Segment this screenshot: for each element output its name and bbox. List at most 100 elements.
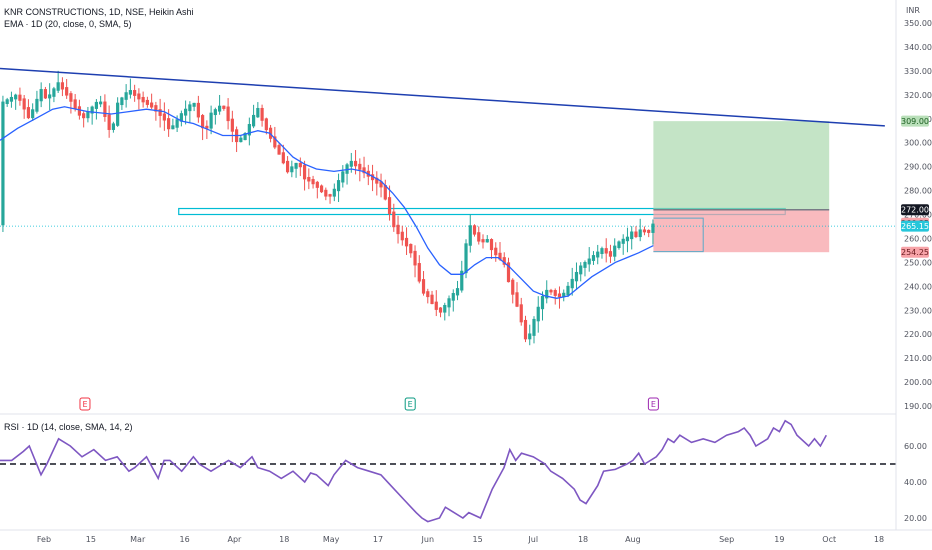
candle-body [647, 229, 651, 233]
candle-body [230, 118, 234, 132]
currency-label: INR [906, 6, 920, 15]
candle-body [256, 107, 260, 118]
time-tick-label: 16 [179, 535, 189, 544]
candle-body [591, 255, 596, 261]
candle-body [273, 136, 277, 148]
candle-body [455, 288, 460, 296]
candle-body [532, 318, 536, 336]
candle-body [218, 105, 222, 112]
candle-body [205, 125, 209, 129]
candle-body [196, 102, 200, 118]
candle-body [52, 88, 56, 97]
stop-zone[interactable] [653, 209, 830, 253]
candle-body [651, 223, 655, 233]
price-badge-label: 254.25 [901, 248, 929, 257]
earnings-marker-label: E [651, 400, 656, 409]
candle-body [48, 94, 52, 99]
candle-body [447, 298, 451, 308]
candle-body [379, 181, 383, 188]
time-tick-label: Jul [527, 535, 538, 544]
candle-body [307, 176, 311, 182]
candle-body [549, 289, 553, 293]
rsi-tick-label: 20.00 [904, 514, 927, 523]
candle-body [60, 82, 65, 90]
candle-body [82, 113, 86, 119]
price-badge [901, 115, 929, 127]
candle-body [562, 292, 566, 298]
candle-body [421, 279, 426, 294]
candle-body [73, 99, 77, 109]
candle-body [506, 262, 511, 283]
candle-body [608, 251, 613, 257]
target-zone[interactable] [653, 121, 830, 210]
price-tick-label: 300.00 [904, 139, 932, 148]
candle-body [251, 114, 256, 127]
candle-body [77, 106, 82, 116]
candle-body [18, 94, 22, 101]
candle-body [209, 112, 213, 129]
price-tick-label: 220.00 [904, 330, 932, 339]
candle-body [630, 231, 634, 240]
candle-body [94, 101, 98, 109]
candle-body [294, 162, 298, 169]
ema-legend: EMA · 1D (20, close, 0, SMA, 5) [4, 19, 132, 29]
candle-body [188, 104, 192, 112]
price-tick-label: 260.00 [904, 234, 932, 243]
candle-body [634, 231, 638, 238]
candle-body [400, 231, 404, 241]
candle-body [358, 163, 362, 170]
candle-body [247, 124, 251, 136]
candle-body [243, 133, 247, 141]
candle-body [145, 99, 149, 105]
candle-body [65, 87, 69, 96]
candle-body [485, 239, 489, 243]
candle-body [86, 111, 90, 119]
time-tick-label: Aug [625, 535, 641, 544]
time-tick-label: 19 [774, 535, 784, 544]
candle-body [128, 90, 132, 95]
candle-body [260, 107, 264, 121]
candle-body [600, 248, 604, 254]
candle-body [158, 109, 162, 116]
candle-body [370, 174, 375, 181]
candle-body [477, 232, 481, 242]
price-tick-label: 190.00 [904, 402, 932, 411]
candle-body [621, 238, 625, 244]
price-badge [901, 220, 929, 232]
candle-body [222, 105, 226, 109]
candle-body [14, 94, 18, 100]
candle-body [489, 239, 494, 251]
candle-body [587, 258, 591, 265]
candle-body [553, 290, 557, 296]
candle-body [264, 118, 268, 131]
candle-body [515, 292, 519, 307]
candle-body [464, 243, 468, 274]
candle-body [290, 166, 294, 173]
candle-body [468, 225, 472, 246]
candle-body [171, 125, 175, 130]
candle-body [625, 236, 630, 242]
candle-body [443, 304, 447, 313]
price-tick-label: 230.00 [904, 306, 932, 315]
candle-body [277, 145, 281, 155]
trend-line[interactable] [0, 67, 885, 127]
earnings-marker-label: E [408, 400, 413, 409]
candle-body [298, 162, 302, 168]
candle-body [116, 102, 120, 126]
candle-body [281, 152, 285, 164]
candle-body [192, 102, 196, 107]
candle-body [392, 211, 396, 228]
time-tick-label: Oct [822, 535, 836, 544]
earnings-marker [79, 397, 91, 411]
candle-body [69, 93, 73, 102]
earnings-marker-label: E [82, 400, 87, 409]
candle-body [353, 160, 358, 167]
price-tick-label: 330.00 [904, 67, 932, 76]
rsi-pane[interactable] [0, 419, 896, 523]
candle-body [387, 197, 392, 214]
candle-body [120, 97, 124, 106]
price-tick-label: 250.00 [904, 258, 932, 267]
